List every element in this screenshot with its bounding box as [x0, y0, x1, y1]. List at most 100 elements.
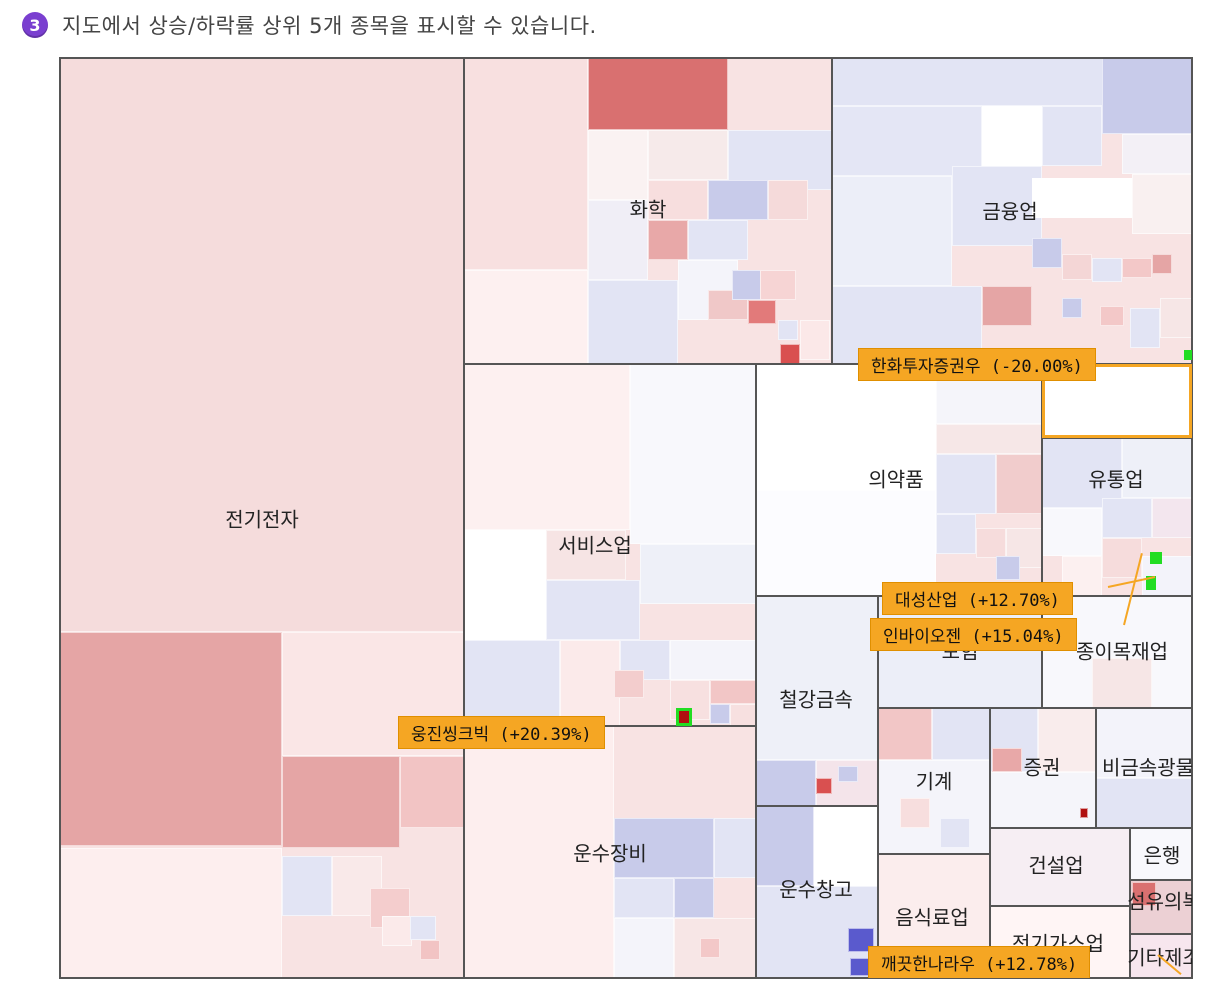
stock-tile[interactable]	[714, 818, 756, 878]
sector-distribution[interactable]	[1042, 438, 1192, 596]
stock-tile[interactable]	[1132, 882, 1156, 906]
stock-tile[interactable]	[1122, 258, 1152, 278]
stock-tile[interactable]	[614, 818, 714, 878]
sector-textile[interactable]	[1042, 596, 1192, 708]
stock-tile[interactable]	[936, 424, 1042, 454]
stock-tile[interactable]	[464, 270, 588, 364]
stock-tile[interactable]	[936, 454, 996, 514]
sector-misc[interactable]	[1130, 934, 1192, 978]
marker-hanwha[interactable]	[1184, 350, 1192, 360]
stock-tile[interactable]	[614, 670, 644, 698]
stock-tile[interactable]	[1042, 106, 1102, 166]
sector-bank[interactable]	[1130, 828, 1192, 880]
stock-tile[interactable]	[1062, 254, 1092, 280]
stock-tile[interactable]	[410, 916, 436, 940]
stock-tile[interactable]	[1152, 498, 1192, 538]
stock-tile[interactable]	[588, 58, 728, 130]
sector-transport-equipment[interactable]	[464, 726, 756, 978]
stock-tile[interactable]	[1092, 258, 1122, 282]
stock-tile[interactable]	[748, 300, 776, 324]
stock-tile[interactable]	[1032, 178, 1132, 218]
stock-tile[interactable]	[60, 848, 282, 978]
stock-tile[interactable]	[838, 766, 858, 782]
stock-tile[interactable]	[1062, 298, 1082, 318]
stock-tile[interactable]	[60, 632, 282, 846]
sector-fibers[interactable]	[1130, 880, 1192, 934]
callout-daesung[interactable]: 대성산업 (+12.70%)	[882, 582, 1073, 615]
stock-tile[interactable]	[688, 220, 748, 260]
sector-nonmetal[interactable]	[1096, 708, 1192, 828]
stock-tile[interactable]	[614, 878, 674, 918]
stock-tile[interactable]	[778, 320, 798, 340]
sector-steel[interactable]	[756, 596, 878, 806]
stock-tile[interactable]	[382, 916, 412, 946]
marker-woongjin[interactable]	[676, 708, 692, 726]
sector-construction[interactable]	[990, 828, 1130, 906]
stock-tile[interactable]	[990, 772, 1096, 828]
stock-tile[interactable]	[1080, 808, 1088, 818]
stock-tile[interactable]	[708, 180, 768, 220]
stock-tile[interactable]	[648, 220, 688, 260]
sector-electronics[interactable]	[60, 58, 464, 978]
stock-tile[interactable]	[710, 680, 756, 704]
stock-tile[interactable]	[560, 640, 620, 726]
stock-tile[interactable]	[1160, 298, 1192, 338]
stock-tile[interactable]	[992, 748, 1022, 772]
stock-tile[interactable]	[670, 640, 756, 680]
stock-tile[interactable]	[1102, 498, 1152, 538]
sector-securities[interactable]	[990, 708, 1096, 828]
sector-services[interactable]	[464, 364, 756, 726]
sector-machinery[interactable]	[878, 708, 990, 854]
stock-tile[interactable]	[546, 580, 640, 640]
stock-tile[interactable]	[1092, 658, 1152, 708]
stock-tile[interactable]	[1122, 438, 1192, 498]
stock-tile[interactable]	[282, 856, 332, 916]
stock-tile[interactable]	[996, 556, 1020, 580]
stock-tile[interactable]	[1130, 308, 1160, 348]
stock-tile[interactable]	[588, 130, 648, 200]
stock-tile[interactable]	[932, 708, 990, 760]
stock-tile[interactable]	[700, 938, 720, 958]
stock-tile[interactable]	[648, 180, 708, 220]
stock-tile[interactable]	[1102, 538, 1142, 578]
stock-tile[interactable]	[464, 530, 546, 640]
callout-clean[interactable]: 깨끗한나라우 (+12.78%)	[868, 946, 1091, 978]
stock-tile[interactable]	[464, 58, 588, 270]
stock-tile[interactable]	[1038, 708, 1096, 772]
stock-tile[interactable]	[760, 270, 796, 300]
stock-tile[interactable]	[60, 58, 464, 632]
stock-tile[interactable]	[588, 200, 648, 280]
treemap[interactable]: 전기전자 화학 금융업 서비스업 의약품 유통업 보험 종이목재업 철강금속 기…	[59, 57, 1193, 979]
stock-tile[interactable]	[1096, 708, 1192, 778]
callout-woongjin[interactable]: 웅진씽크빅 (+20.39%)	[398, 716, 605, 749]
stock-tile[interactable]	[710, 704, 730, 724]
stock-tile[interactable]	[1100, 306, 1124, 326]
stock-tile[interactable]	[1042, 508, 1102, 556]
stock-tile[interactable]	[756, 596, 878, 760]
stock-tile[interactable]	[546, 530, 626, 580]
stock-tile[interactable]	[1122, 134, 1192, 174]
stock-tile[interactable]	[1132, 174, 1192, 234]
stock-tile[interactable]	[996, 454, 1042, 514]
stock-tile[interactable]	[976, 528, 1006, 558]
stock-tile[interactable]	[982, 286, 1032, 326]
stock-tile[interactable]	[936, 514, 976, 554]
stock-tile[interactable]	[282, 756, 400, 848]
stock-tile[interactable]	[800, 320, 830, 360]
stock-tile[interactable]	[832, 106, 982, 176]
stock-tile[interactable]	[1152, 254, 1172, 274]
stock-tile[interactable]	[464, 726, 614, 978]
stock-tile[interactable]	[900, 798, 930, 828]
stock-tile[interactable]	[420, 940, 440, 960]
stock-tile[interactable]	[756, 806, 814, 886]
sector-transport-warehouse[interactable]	[756, 806, 878, 978]
stock-tile[interactable]	[400, 756, 464, 828]
stock-tile[interactable]	[464, 640, 560, 726]
stock-tile[interactable]	[756, 364, 936, 490]
stock-tile[interactable]	[816, 778, 832, 794]
sector-chemical[interactable]	[464, 58, 832, 364]
stock-tile[interactable]	[648, 130, 728, 180]
stock-tile[interactable]	[674, 878, 714, 918]
stock-tile[interactable]	[756, 760, 816, 806]
callout-hanwha[interactable]: 한화투자증권우 (-20.00%)	[858, 348, 1096, 381]
